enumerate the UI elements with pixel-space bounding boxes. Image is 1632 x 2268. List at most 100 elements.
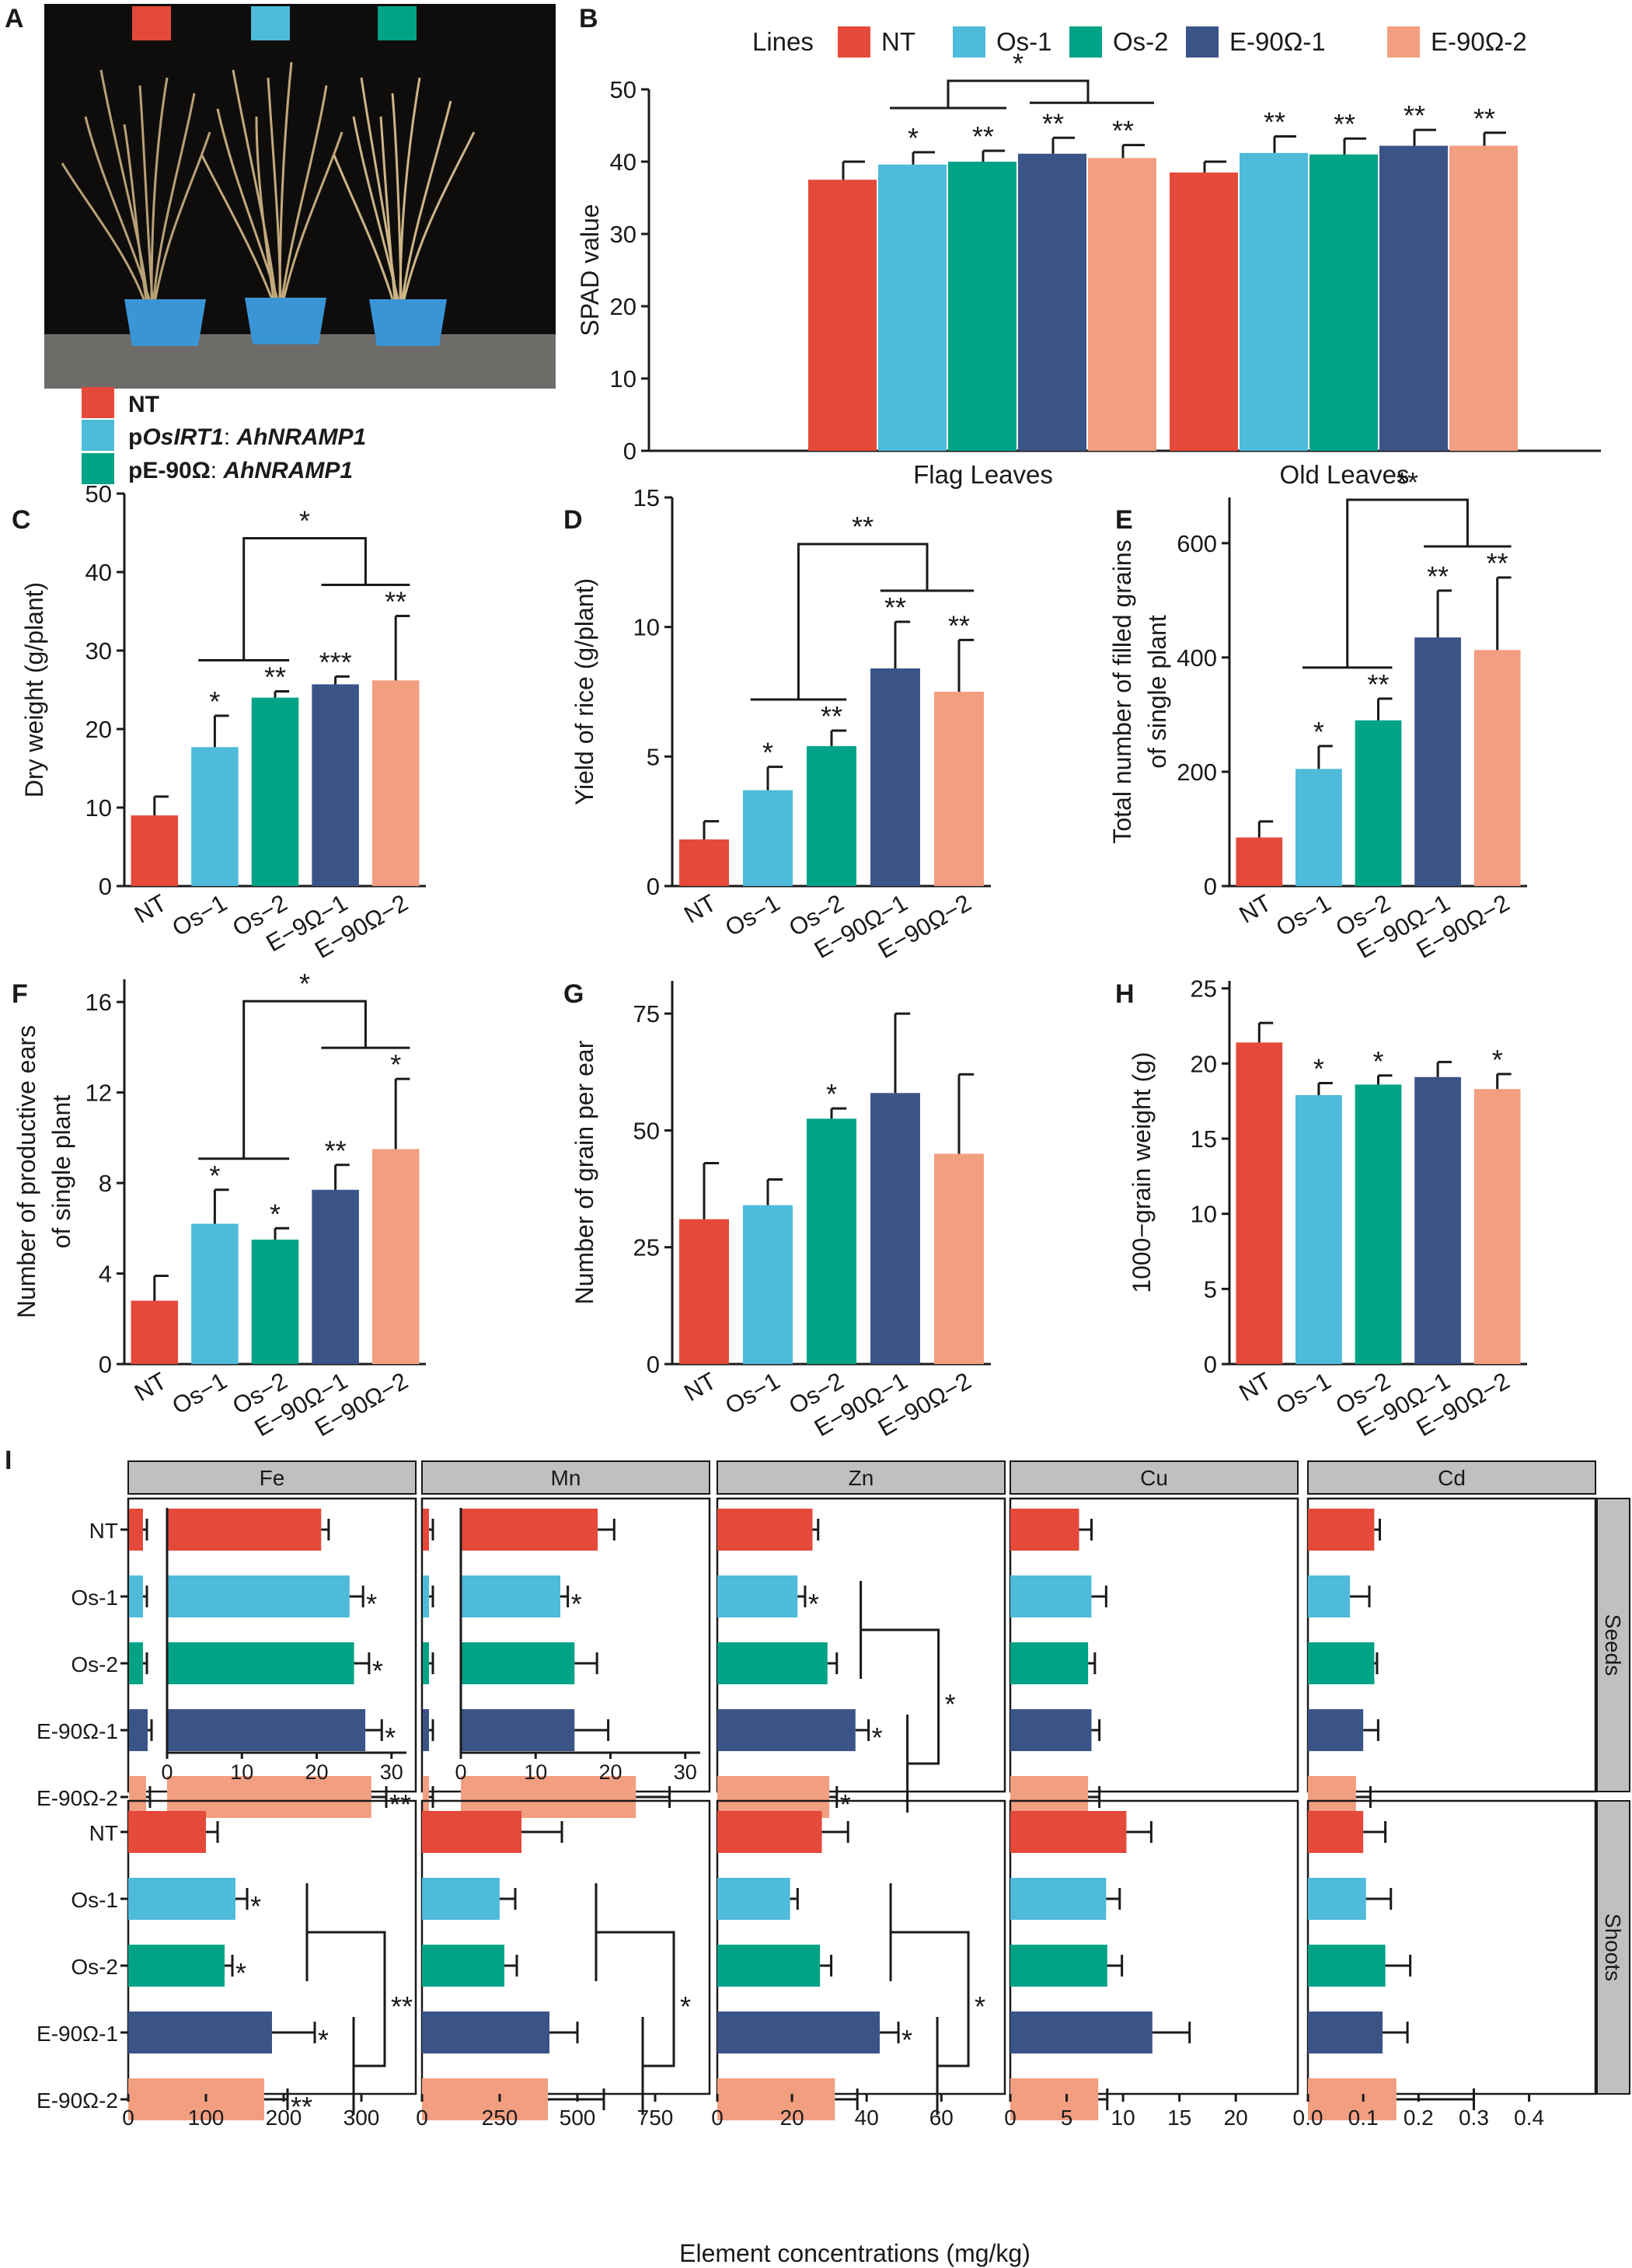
bar: [1308, 1811, 1364, 1853]
significance-mark: **: [264, 661, 286, 693]
inset-tick-label: 0: [161, 1760, 173, 1784]
bar-main-scale: [129, 1776, 146, 1818]
x-tick-label: 0.2: [1404, 2106, 1434, 2130]
bar: [461, 1509, 598, 1551]
panel-f: F 0 4 8 12 16 Number of productive ears of sing…: [12, 968, 426, 1442]
row-title: Shoots: [1601, 1914, 1625, 1981]
photo-legend-swatch-e90: [82, 453, 114, 484]
y-tick-label: 8: [99, 1170, 112, 1197]
y-axis-title: Dry weight (g/plant): [20, 582, 48, 797]
legend-swatch: [1387, 26, 1420, 58]
x-tick-label: 10: [1111, 2106, 1135, 2130]
bar: [1295, 769, 1342, 886]
bar: [312, 684, 359, 886]
bar-main-scale: [129, 1509, 143, 1551]
bar: [717, 2012, 881, 2053]
x-tick-label: 250: [482, 2106, 518, 2130]
bar: [807, 1118, 856, 1364]
y-tick-label: 5: [647, 743, 660, 770]
x-tick-label: NT: [679, 1367, 720, 1407]
significance-mark: ***: [319, 646, 352, 678]
legend-swatch: [953, 26, 985, 58]
significance-mark: **: [325, 1135, 347, 1167]
significance-mark: **: [1404, 99, 1425, 131]
bar-main-scale: [423, 1509, 429, 1551]
bar: [717, 1945, 821, 1987]
x-tick-label: Os−1: [1271, 1367, 1335, 1420]
y-tick-label: 200: [1177, 759, 1217, 786]
facet-title: Cu: [1140, 1466, 1168, 1490]
bracket: [596, 1931, 675, 2067]
bar: [1308, 1509, 1375, 1551]
bar: [131, 815, 179, 886]
bar: [167, 1575, 350, 1617]
bar: [1170, 172, 1238, 451]
photo-tag-e90: [378, 6, 417, 40]
x-tick-label: 0: [122, 2106, 134, 2130]
y-tick-label: 15: [1191, 1125, 1217, 1153]
bucket-e90: [369, 299, 447, 346]
significance-mark: *: [808, 1588, 819, 1620]
panel-label: F: [12, 979, 28, 1009]
y-tick-label: E-90Ω-1: [37, 2022, 118, 2046]
bar: [422, 1945, 504, 1987]
bar: [948, 162, 1017, 451]
bar: [422, 1811, 521, 1853]
row-strip: [1596, 1498, 1630, 1792]
bar: [128, 2012, 272, 2053]
x-tick-label: Os−1: [167, 889, 231, 942]
bracket: [891, 1931, 970, 2067]
bar: [1414, 1076, 1461, 1364]
bar: [1308, 1709, 1364, 1751]
bar: [743, 790, 793, 886]
panel-a-label: A: [5, 4, 24, 33]
facet-strip: [1010, 1460, 1299, 1495]
bar: [1308, 2012, 1383, 2053]
significance-mark: **: [1264, 106, 1285, 138]
bar: [1379, 145, 1448, 452]
bracket: [1346, 498, 1469, 668]
panel-i: I Fe Mn Zn Cu Cd Seeds Shoots NT Os-1 Os-2 E-90Ω-1 E…: [5, 1446, 1630, 2267]
photo-legend-swatch-nt: [82, 387, 114, 418]
bar: [1308, 1575, 1351, 1617]
y-tick-label: 0: [99, 873, 112, 900]
bracket: [242, 537, 367, 661]
bracket-significance: *: [299, 968, 310, 1000]
bar: [167, 1509, 322, 1551]
bar: [870, 1093, 920, 1364]
legend-label: NT: [881, 27, 915, 56]
rice-plant-os: [201, 61, 343, 300]
y-axis-title: Yield of rice (g/plant): [570, 578, 598, 805]
bucket-nt: [124, 299, 206, 346]
bar: [1010, 2078, 1099, 2120]
bar: [461, 1642, 575, 1684]
y-tick-label: 50: [610, 76, 636, 103]
bar: [1308, 1945, 1386, 1987]
legend-label: E-90Ω-2: [1431, 27, 1527, 56]
y-tick-label: 30: [85, 637, 112, 665]
y-tick-label: Os-1: [71, 1586, 118, 1610]
inset-tick-label: 10: [524, 1760, 547, 1784]
y-tick-label: 5: [1204, 1275, 1217, 1303]
bar: [808, 180, 877, 451]
panel-label: H: [1115, 979, 1135, 1009]
significance-mark: **: [291, 2091, 312, 2123]
rice-plant-nt: [61, 69, 211, 300]
significance-mark: *: [250, 1890, 261, 1922]
bar-main-scale: [129, 1642, 143, 1684]
panel-label: I: [5, 1446, 12, 1475]
y-tick-label: 50: [633, 1117, 660, 1144]
y-axis-title: Total number of filled grains: [1108, 539, 1136, 843]
panel-label: G: [563, 979, 584, 1009]
x-tick-label: Os−1: [167, 1367, 231, 1420]
photo-tag-os: [251, 6, 290, 40]
x-tick-label: 0.0: [1293, 2106, 1323, 2130]
bar: [1010, 1878, 1107, 1920]
photo-legend: NT pOsIRT1: AhNRAMP1 pE-90Ω: AhNRAMP1: [82, 387, 366, 484]
bar: [717, 1709, 856, 1751]
facet-strip: [717, 1460, 1006, 1495]
bar: [870, 668, 920, 886]
panel-h: H 0 5 10 15 20 25 1000−grain weight (g) NT * Os−1 *…: [1115, 975, 1527, 1442]
y-tick-label: 400: [1177, 644, 1217, 672]
